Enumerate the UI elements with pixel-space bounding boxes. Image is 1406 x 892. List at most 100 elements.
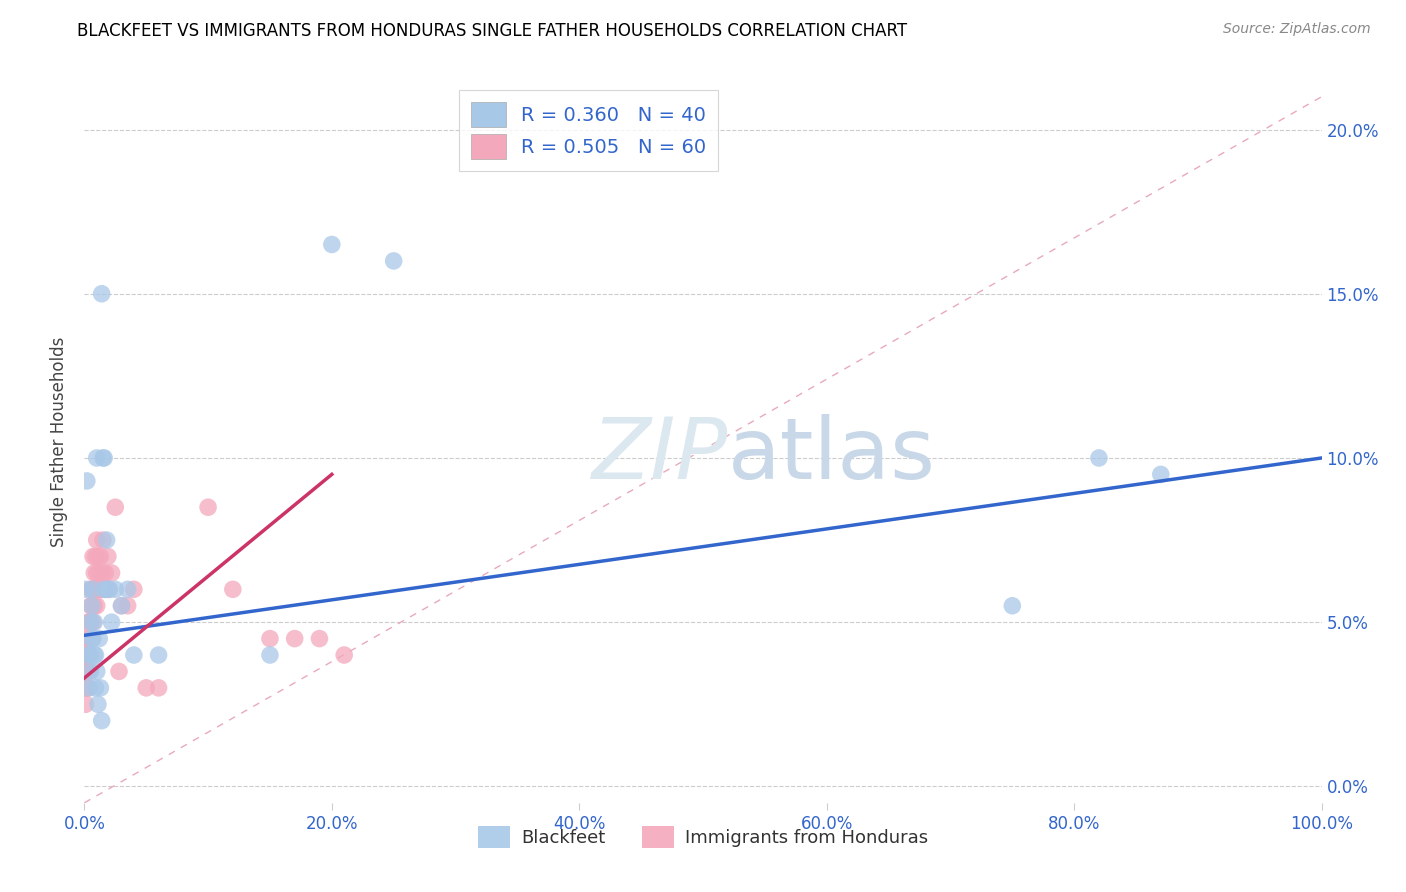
Point — [82, 549, 104, 564]
Point — [91, 450, 114, 465]
Point — [308, 632, 330, 646]
Point — [117, 582, 139, 597]
Point — [79, 615, 101, 630]
Point — [75, 582, 97, 597]
Text: ZIP: ZIP — [592, 415, 728, 498]
Point — [84, 648, 107, 662]
Point — [76, 632, 98, 646]
Point — [79, 615, 101, 630]
Point — [259, 632, 281, 646]
Point — [100, 615, 122, 630]
Point — [80, 632, 103, 646]
Point — [91, 566, 114, 580]
Point — [76, 648, 98, 662]
Point — [90, 286, 112, 301]
Text: Source: ZipAtlas.com: Source: ZipAtlas.com — [1223, 22, 1371, 37]
Point — [80, 582, 103, 597]
Point — [84, 549, 107, 564]
Point — [97, 549, 120, 564]
Point — [87, 549, 110, 564]
Point — [93, 450, 115, 465]
Text: BLACKFEET VS IMMIGRANTS FROM HONDURAS SINGLE FATHER HOUSEHOLDS CORRELATION CHART: BLACKFEET VS IMMIGRANTS FROM HONDURAS SI… — [77, 22, 907, 40]
Point — [83, 566, 105, 580]
Point — [84, 582, 107, 597]
Point — [1088, 450, 1111, 465]
Point — [77, 648, 100, 662]
Point — [75, 665, 97, 679]
Point — [80, 599, 103, 613]
Point — [333, 648, 356, 662]
Point — [1001, 599, 1024, 613]
Point — [108, 665, 131, 679]
Point — [86, 599, 108, 613]
Point — [104, 500, 127, 515]
Point — [83, 648, 105, 662]
Point — [284, 632, 307, 646]
Legend: Blackfeet, Immigrants from Honduras: Blackfeet, Immigrants from Honduras — [471, 819, 935, 855]
Point — [148, 648, 170, 662]
Y-axis label: Single Father Households: Single Father Households — [51, 336, 69, 547]
Point — [98, 582, 121, 597]
Point — [382, 253, 405, 268]
Point — [77, 681, 100, 695]
Point — [79, 681, 101, 695]
Point — [79, 665, 101, 679]
Point — [75, 681, 97, 695]
Point — [122, 582, 145, 597]
Point — [89, 549, 111, 564]
Point — [259, 648, 281, 662]
Point — [79, 648, 101, 662]
Point — [86, 533, 108, 547]
Point — [96, 582, 118, 597]
Point — [117, 599, 139, 613]
Point — [93, 582, 115, 597]
Point — [82, 582, 104, 597]
Point — [79, 582, 101, 597]
Point — [89, 632, 111, 646]
Point — [97, 582, 120, 597]
Point — [76, 665, 98, 679]
Point — [77, 632, 100, 646]
Point — [90, 582, 112, 597]
Point — [82, 632, 104, 646]
Point — [135, 681, 157, 695]
Point — [1150, 467, 1173, 482]
Point — [90, 714, 112, 728]
Point — [96, 533, 118, 547]
Point — [83, 599, 105, 613]
Point — [86, 450, 108, 465]
Point — [79, 632, 101, 646]
Point — [321, 237, 343, 252]
Point — [80, 632, 103, 646]
Point — [77, 665, 100, 679]
Point — [79, 648, 101, 662]
Point — [197, 500, 219, 515]
Point — [222, 582, 245, 597]
Point — [79, 615, 101, 630]
Text: atlas: atlas — [728, 415, 936, 498]
Point — [77, 648, 100, 662]
Point — [83, 615, 105, 630]
Point — [77, 615, 100, 630]
Point — [89, 566, 111, 580]
Point — [148, 681, 170, 695]
Point — [79, 665, 101, 679]
Point — [98, 582, 121, 597]
Point — [110, 599, 132, 613]
Point — [110, 599, 132, 613]
Point — [79, 599, 101, 613]
Point — [94, 566, 117, 580]
Point — [76, 474, 98, 488]
Point — [76, 681, 98, 695]
Point — [104, 582, 127, 597]
Point — [87, 698, 110, 712]
Point — [100, 566, 122, 580]
Point — [91, 533, 114, 547]
Point — [80, 599, 103, 613]
Point — [122, 648, 145, 662]
Point — [79, 648, 101, 662]
Point — [93, 582, 115, 597]
Point — [86, 665, 108, 679]
Point — [84, 681, 107, 695]
Point — [89, 582, 111, 597]
